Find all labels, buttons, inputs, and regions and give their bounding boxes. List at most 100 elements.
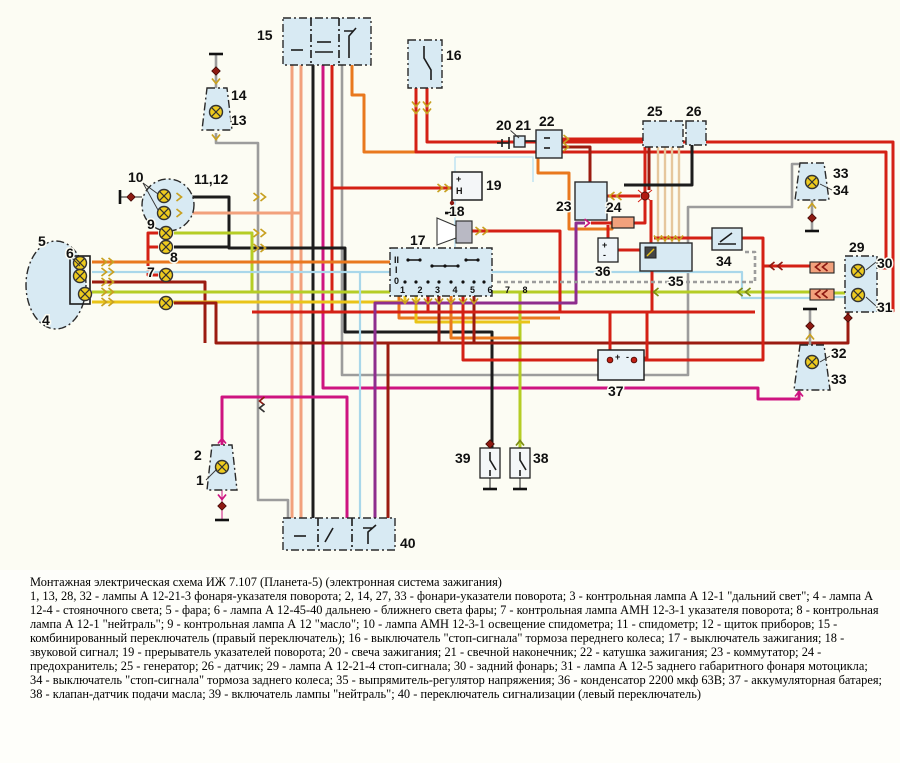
commutator-23 [574, 181, 608, 221]
ignition-pos-II: II [394, 255, 399, 265]
component-label: 8 [170, 249, 178, 265]
flasher-relay-19: + H [445, 171, 483, 215]
component-label: 14 [231, 87, 247, 103]
component-label: 23 [556, 198, 572, 214]
capacitor-plus: + [602, 240, 607, 250]
wire-black [176, 195, 494, 448]
battery-minus: - [626, 352, 629, 362]
component-label: 37 [608, 383, 624, 399]
generator-25 [642, 120, 684, 148]
components: II I 0 1 2 3 4 5 6 7 8 + H [25, 17, 878, 551]
legend: Монтажная электрическая схема ИЖ 7.107 (… [0, 570, 900, 701]
labels: 15 16 14 13 10 11,12 9 8 7 5 6 4 2 1 40 … [37, 26, 895, 553]
battery-37: + - [597, 349, 645, 381]
wire-orange [350, 65, 614, 231]
wire-darkred [92, 280, 207, 343]
component-label: 29 [849, 239, 865, 255]
combined-switch-15 [282, 17, 372, 66]
turn-signal-rear-left [793, 307, 831, 391]
component-label: 35 [668, 273, 684, 289]
component-label: 39 [455, 450, 471, 466]
oil-valve-sensor-38 [509, 447, 531, 491]
headlamp [25, 240, 93, 330]
component-label: 24 [606, 199, 622, 215]
front-brake-switch-16 [407, 39, 443, 89]
component-label: 1 [196, 472, 204, 488]
wire-gray [214, 133, 290, 518]
component-label: 10 [128, 169, 144, 185]
neutral-switch-39 [479, 439, 501, 491]
legend-title: Монтажная электрическая схема ИЖ 7.107 (… [30, 575, 502, 589]
wire-purple [373, 221, 585, 518]
fuse-24 [611, 216, 635, 229]
component-label: 33 [831, 371, 847, 387]
component-label: 2 [194, 447, 202, 463]
wire-black [624, 145, 694, 187]
wire-red [634, 200, 647, 225]
turn-signal-rear-right [794, 162, 833, 233]
wire-gray [340, 65, 801, 377]
component-label: 31 [877, 299, 893, 315]
component-label: 18 [449, 203, 465, 219]
capacitor-minus: - [603, 250, 606, 260]
wire-red [742, 236, 765, 266]
component-label: 38 [533, 450, 549, 466]
wire-red [472, 229, 562, 312]
ignition-switch-17: II I 0 1 2 3 4 5 6 7 8 [389, 247, 533, 297]
turn-signal-front-right [201, 52, 233, 131]
component-label: 5 [38, 233, 46, 249]
component-label: 20 21 [496, 117, 531, 133]
sensor-26 [685, 120, 707, 146]
wiring-diagram: II I 0 1 2 3 4 5 6 7 8 + H [25, 17, 895, 553]
turn-signal-front-left [205, 444, 238, 522]
component-label: 22 [539, 113, 555, 129]
wire-red [146, 231, 158, 277]
component-label: 36 [595, 263, 611, 279]
speedometer [118, 178, 195, 232]
ignition-pos-I: I [395, 265, 398, 275]
component-label: 17 [410, 232, 426, 248]
left-switch-40 [282, 517, 396, 551]
component-label: 15 [257, 27, 273, 43]
component-label: 34 [716, 253, 732, 269]
flasher-plus: + [456, 174, 461, 184]
component-label: 30 [877, 255, 893, 271]
control-lamps [158, 225, 174, 311]
wire-darkred [562, 145, 592, 182]
wire-yellow [414, 296, 530, 324]
wire-magenta [220, 395, 349, 518]
component-label: 16 [446, 47, 462, 63]
ignition-contact-numbers: 1 2 3 4 5 6 7 8 [400, 285, 533, 295]
wire-red [414, 88, 888, 270]
wire-gray [497, 250, 757, 284]
component-label: 4 [42, 312, 50, 328]
horn-18 [436, 217, 473, 246]
wire-darkred [174, 301, 850, 345]
battery-plus: + [615, 352, 620, 362]
flasher-h: H [456, 186, 463, 196]
component-label: 9 [147, 216, 155, 232]
component-label: 32 [831, 345, 847, 361]
legend-body: 1, 13, 28, 32 - лампы А 12-21-3 фонаря-у… [30, 589, 882, 701]
capacitor-36: + - [597, 237, 619, 263]
wire-magenta [321, 65, 801, 401]
spark-plug-and-coil [497, 129, 563, 159]
wire-red [425, 88, 895, 313]
component-label: 13 [231, 112, 247, 128]
rear-brake-switch-34 [711, 227, 743, 251]
component-label: 19 [486, 177, 502, 193]
rear-lamp [809, 255, 878, 323]
wire-thinblue [455, 156, 534, 182]
wire-orange [449, 296, 520, 340]
component-label: 40 [400, 535, 416, 551]
component-label: 34 [833, 182, 849, 198]
component-label: 25 [647, 103, 663, 119]
wire-yellow [92, 296, 407, 304]
component-label: 26 [686, 103, 702, 119]
component-label: 33 [833, 165, 849, 181]
component-label: 6 [66, 245, 74, 261]
component-label: 11,12 [194, 171, 228, 187]
ignition-pos-0: 0 [394, 276, 399, 286]
junction-dot [640, 191, 650, 201]
